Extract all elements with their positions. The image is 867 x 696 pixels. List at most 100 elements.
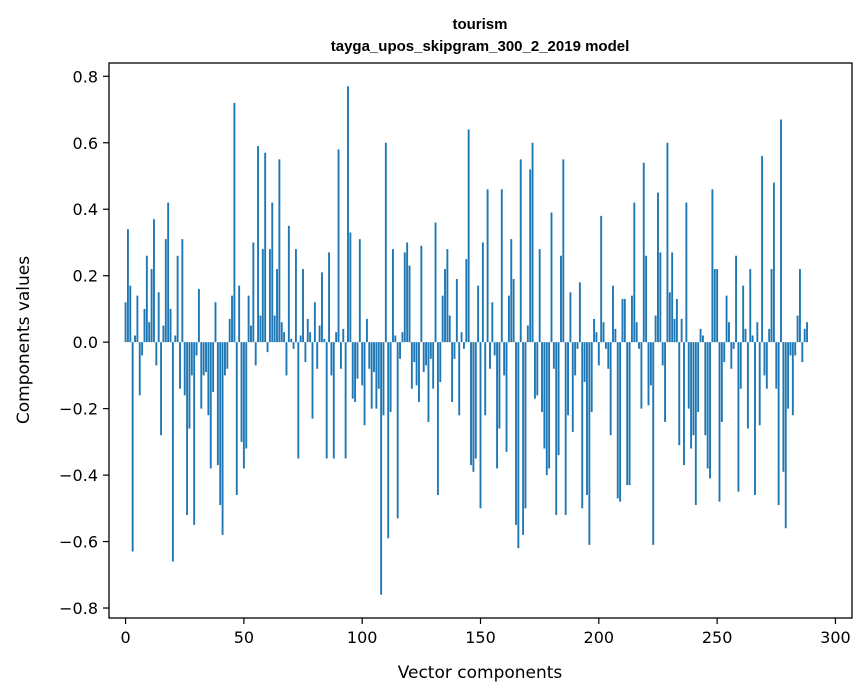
bar	[690, 342, 693, 449]
bar	[441, 295, 444, 343]
bar	[713, 269, 716, 343]
bar	[765, 342, 768, 389]
bar	[349, 232, 352, 343]
bar	[692, 342, 695, 436]
bar	[377, 342, 380, 389]
bar	[458, 342, 461, 416]
bar	[380, 342, 383, 595]
bar	[505, 342, 508, 452]
bar	[224, 342, 226, 376]
bar	[344, 342, 347, 459]
bar	[287, 225, 290, 343]
bar	[711, 189, 714, 343]
bar	[415, 342, 418, 386]
bar	[687, 342, 690, 409]
bar	[252, 242, 255, 343]
bar	[657, 192, 659, 343]
bar	[522, 342, 525, 535]
bar	[283, 332, 286, 343]
bar	[474, 342, 477, 459]
bar	[145, 255, 148, 343]
bar	[238, 285, 241, 343]
bar	[583, 342, 586, 383]
bar	[245, 342, 248, 449]
plot-frame	[108, 62, 853, 619]
bar	[784, 342, 787, 529]
bar	[131, 342, 134, 552]
bar	[278, 159, 281, 343]
bar	[247, 295, 250, 343]
bar	[176, 255, 179, 343]
y-tick-label: −0.6	[59, 533, 98, 552]
bar	[261, 249, 264, 343]
x-tick-label: 150	[465, 628, 496, 647]
bar	[524, 342, 527, 509]
bar	[193, 342, 196, 525]
bar	[323, 338, 326, 343]
bar	[576, 342, 579, 349]
bar	[392, 249, 394, 343]
bar	[325, 342, 328, 459]
x-tick-label: 50	[234, 628, 254, 647]
bar	[664, 342, 667, 422]
bar	[749, 269, 752, 343]
y-axis-label: Components values	[14, 256, 34, 424]
bar	[453, 342, 456, 359]
bar	[186, 342, 189, 515]
bar	[716, 269, 719, 343]
bar	[571, 342, 574, 432]
bar	[304, 342, 307, 363]
bar	[612, 285, 614, 343]
bar	[768, 328, 771, 343]
bar	[498, 342, 501, 429]
bar	[500, 189, 503, 343]
bar	[557, 342, 560, 456]
bar	[569, 292, 572, 343]
bar	[772, 182, 775, 343]
bar	[375, 342, 378, 409]
bar	[761, 156, 764, 343]
bar	[647, 342, 650, 406]
bar	[621, 298, 624, 343]
bar	[134, 335, 136, 343]
bar	[531, 142, 534, 343]
bar	[481, 242, 484, 343]
bar	[410, 342, 413, 389]
bar	[368, 342, 371, 369]
bar	[491, 302, 494, 343]
bar	[529, 169, 532, 343]
bar	[197, 288, 200, 343]
bar	[725, 295, 728, 343]
bar	[332, 342, 335, 459]
bar	[231, 295, 233, 343]
x-tick-label: 0	[120, 628, 130, 647]
bar	[382, 342, 385, 416]
bar	[630, 295, 633, 343]
bar	[356, 342, 359, 379]
bar	[590, 342, 593, 412]
bar	[207, 342, 210, 416]
bar	[595, 332, 598, 343]
bar	[460, 332, 463, 343]
bar	[704, 342, 707, 436]
y-tick-label: −0.8	[59, 599, 98, 618]
bar	[775, 342, 778, 389]
bar	[728, 322, 730, 343]
bar	[763, 342, 766, 376]
bar	[226, 342, 229, 369]
bar	[221, 342, 224, 535]
bar	[342, 328, 345, 343]
bar	[548, 342, 551, 469]
bar	[273, 315, 276, 343]
bar	[770, 269, 773, 343]
bar	[730, 342, 733, 369]
bar	[574, 342, 577, 376]
bar	[465, 259, 468, 343]
bar	[538, 249, 541, 343]
bar	[536, 342, 539, 396]
bar	[216, 342, 219, 466]
bar	[739, 342, 742, 389]
bar	[396, 342, 399, 519]
bar	[496, 342, 499, 469]
bar	[720, 342, 723, 422]
